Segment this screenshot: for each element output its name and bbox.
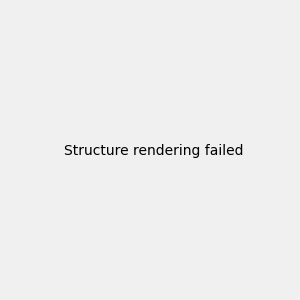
Text: Structure rendering failed: Structure rendering failed	[64, 145, 244, 158]
